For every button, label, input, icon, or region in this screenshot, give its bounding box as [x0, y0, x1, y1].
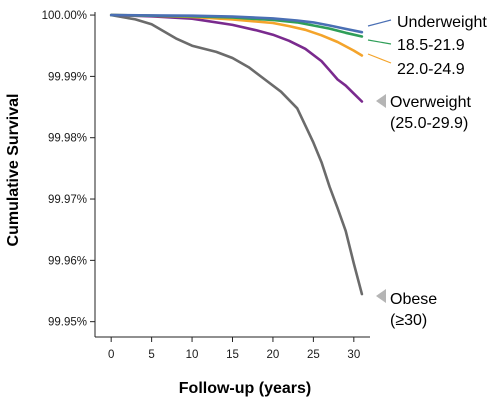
y-tick-label: 100.00%	[42, 10, 87, 22]
x-tick-label: 10	[186, 349, 199, 361]
series-labels: Underweight 18.5-21.9 22.0-24.9 Overweight (…	[367, 14, 487, 329]
series-line-2	[109, 13, 364, 57]
y-tick-label: 99.95%	[48, 317, 87, 329]
series-line-3	[109, 13, 364, 103]
x-tick-label: 20	[267, 349, 280, 361]
series-label: 18.5-21.9	[397, 37, 465, 54]
label-connector	[367, 53, 392, 64]
x-tick-label: 30	[347, 349, 360, 361]
series-lines	[109, 13, 364, 296]
x-tick-label: 15	[226, 349, 239, 361]
label-pointer-icon	[376, 289, 386, 303]
series-line-4	[109, 13, 364, 296]
series-label: Obese	[390, 291, 437, 308]
x-tick-label: 5	[148, 349, 154, 361]
x-axis-ticks: 0 5 10 15 20 25 30	[108, 337, 360, 361]
series-line-0	[109, 13, 364, 34]
y-tick-label: 99.97%	[48, 194, 87, 206]
y-tick-label: 99.99%	[48, 71, 87, 83]
label-connector	[367, 19, 392, 27]
y-axis-label: Cumulative Survival	[5, 94, 22, 247]
x-axis-label: Follow-up (years)	[179, 380, 311, 397]
x-tick-label: 0	[108, 349, 114, 361]
series-label: 22.0-24.9	[397, 61, 465, 78]
series-label: Underweight	[397, 14, 487, 31]
series-label: (≥30)	[390, 312, 427, 329]
y-tick-label: 99.98%	[48, 133, 87, 145]
y-tick-label: 99.96%	[48, 255, 87, 267]
x-tick-label: 25	[307, 349, 320, 361]
y-axis-ticks: 100.00% 99.99% 99.98% 99.97% 99.96% 99.95%	[42, 10, 95, 329]
label-pointer-icon	[376, 94, 386, 108]
series-label: Overweight	[390, 94, 471, 111]
series-label: (25.0-29.9)	[390, 115, 468, 132]
label-connector	[367, 39, 392, 45]
